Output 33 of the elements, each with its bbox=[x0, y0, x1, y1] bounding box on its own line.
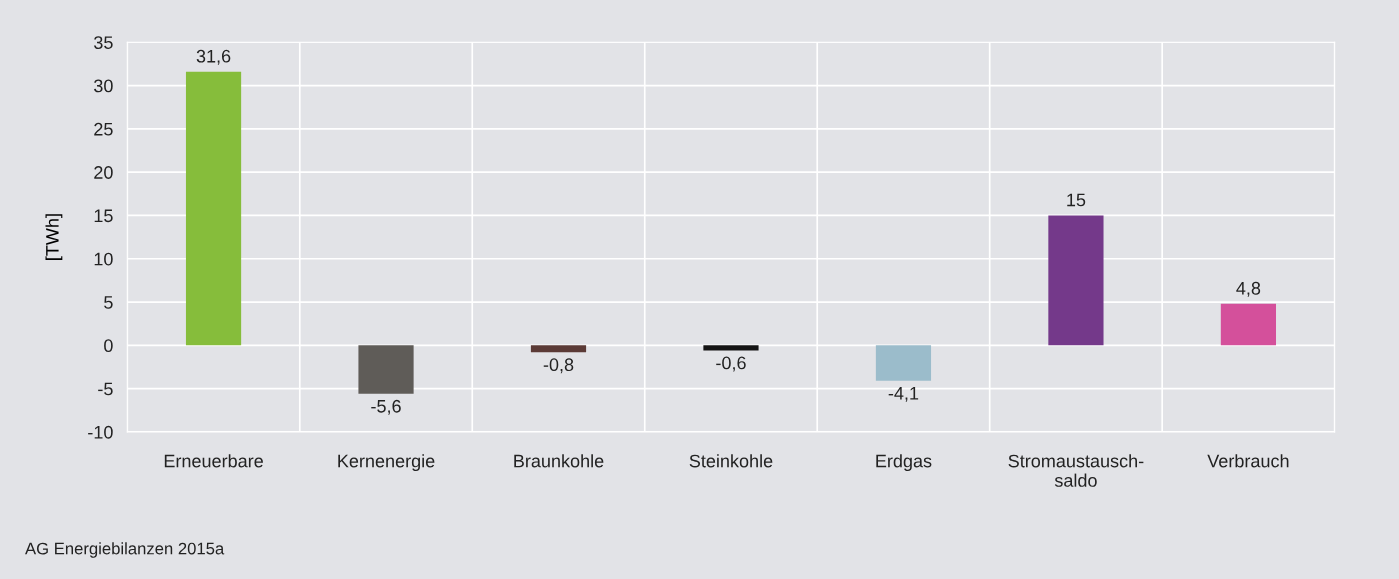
y-tick-label: 25 bbox=[94, 122, 113, 136]
x-tick-label: Verbrauch bbox=[1207, 454, 1289, 468]
y-tick-label: 30 bbox=[94, 79, 113, 93]
y-tick-label: -5 bbox=[98, 382, 113, 396]
bar bbox=[1220, 303, 1276, 346]
data-label: 4,8 bbox=[1236, 281, 1261, 297]
y-tick-label: 10 bbox=[94, 252, 113, 266]
x-tick-label: Steinkohle bbox=[689, 454, 773, 468]
data-label: 31,6 bbox=[196, 49, 231, 65]
y-tick-label: 0 bbox=[104, 339, 113, 353]
data-label: 15 bbox=[1067, 193, 1086, 207]
data-label: -0,6 bbox=[716, 356, 746, 372]
bar bbox=[185, 71, 242, 346]
y-tick-label: 35 bbox=[94, 36, 113, 49]
data-label: -0,8 bbox=[543, 358, 574, 374]
y-axis-title: [TWh] bbox=[45, 214, 63, 260]
x-tick-label: Braunkohle bbox=[514, 454, 604, 468]
data-label: -4,1 bbox=[888, 387, 919, 402]
x-tick-label: Erneuerbare bbox=[164, 454, 263, 468]
text: AG Energiebilanzen 2015a bbox=[25, 542, 225, 558]
x-tick-label: Erdgas bbox=[876, 454, 932, 471]
bar bbox=[703, 345, 759, 351]
y-tick-label: 20 bbox=[94, 166, 113, 179]
bar bbox=[530, 345, 587, 353]
bar bbox=[358, 345, 414, 394]
y-tick-label: -10 bbox=[88, 425, 113, 439]
bar bbox=[1048, 215, 1104, 346]
y-tick-label: 15 bbox=[94, 209, 113, 223]
data-label: -5,6 bbox=[371, 399, 401, 415]
bar bbox=[875, 345, 932, 381]
y-tick-label: 5 bbox=[104, 296, 113, 309]
x-tick-label: Kernenergie bbox=[338, 454, 435, 471]
x-tick-label: Stromaustausch- saldo bbox=[1008, 454, 1144, 487]
